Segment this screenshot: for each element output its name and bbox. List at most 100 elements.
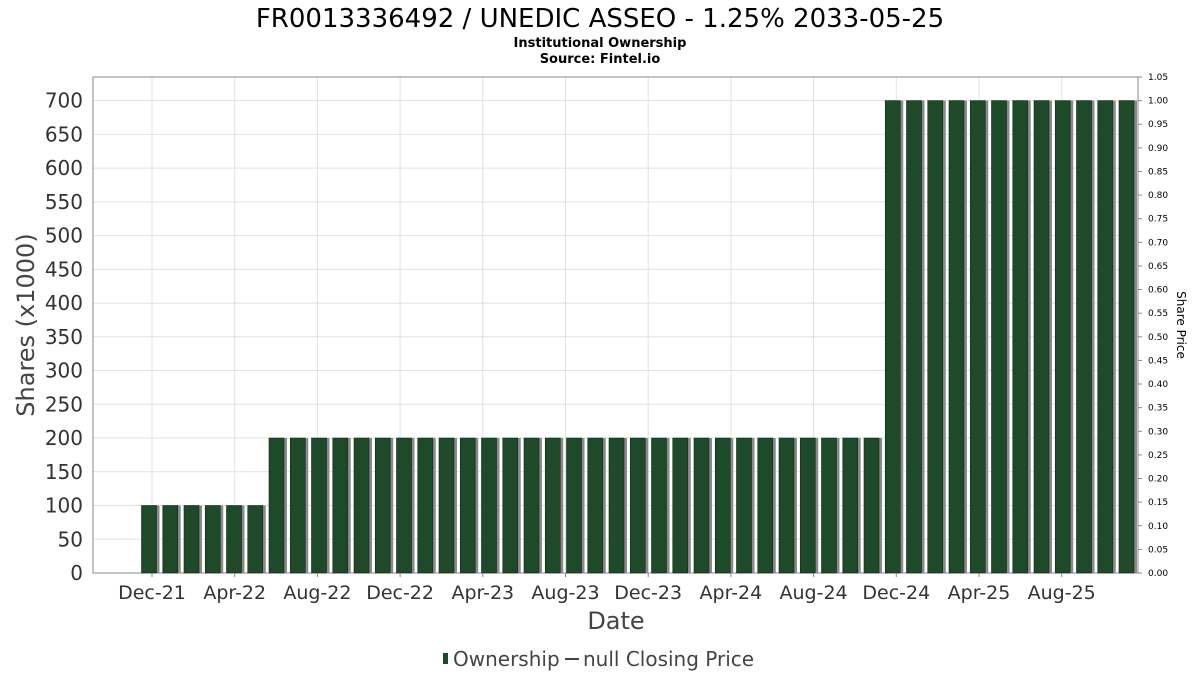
ownership-bar (417, 437, 434, 574)
ownership-bar (544, 437, 561, 574)
right-tick-label: 0.15 (1148, 498, 1168, 508)
right-axis-ticks: 0.00 0.05 0.10 0.15 0.20 0.25 0.30 0.35 0.40 0.45… (1138, 73, 1168, 579)
y-tick-label: 250 (45, 392, 83, 416)
ownership-bar (523, 437, 540, 574)
right-tick-label: 0.50 (1148, 333, 1168, 343)
ownership-bar (884, 100, 901, 574)
right-tick-label: 0.00 (1148, 569, 1168, 579)
ownership-bar (969, 100, 986, 574)
right-tick-label: 0.40 (1148, 380, 1168, 390)
x-tick-label: Dec-24 (862, 582, 930, 604)
legend: Ownership null Closing Price (443, 647, 754, 671)
chart-source: Source: Fintel.io (540, 52, 661, 67)
ownership-bar (183, 505, 200, 574)
legend-ownership-label: Ownership (453, 647, 560, 671)
ownership-bar (587, 437, 604, 574)
right-tick-label: 0.65 (1148, 262, 1168, 272)
y-tick-label: 150 (45, 460, 83, 484)
x-tick-label: Apr-23 (451, 582, 514, 604)
x-tick-label: Apr-25 (948, 582, 1011, 604)
ownership-bar (438, 437, 455, 574)
y-tick-label: 300 (45, 359, 83, 383)
x-tick-label: Dec-22 (366, 582, 434, 604)
y-tick-label: 200 (45, 426, 83, 450)
ownership-bar (1076, 100, 1092, 574)
ownership-bar (1012, 100, 1029, 574)
ownership-bar (672, 437, 689, 574)
ownership-bar (906, 100, 922, 574)
ownership-bar (1097, 100, 1114, 574)
ownership-bar (502, 437, 519, 574)
y-tick-label: 50 (58, 527, 83, 551)
ownership-bar (821, 437, 837, 574)
x-tick-label: Apr-24 (700, 582, 763, 604)
ownership-bar (991, 100, 1007, 574)
y-tick-label: 100 (45, 494, 83, 518)
right-tick-label: 0.10 (1148, 522, 1168, 532)
legend-price-label: null Closing Price (583, 647, 754, 671)
ownership-bar (948, 100, 965, 574)
right-tick-label: 0.05 (1148, 545, 1168, 555)
ownership-bar (459, 437, 476, 574)
x-axis-ticks: Dec-21 Apr-22 Aug-22 Dec-22 Apr-23 Aug-23 Dec-… (118, 573, 1096, 604)
right-tick-label: 0.30 (1148, 427, 1168, 437)
right-tick-label: 0.70 (1148, 238, 1168, 248)
ownership-bar (608, 437, 625, 574)
ownership-bar (629, 437, 646, 574)
ownership-bar (863, 437, 880, 574)
right-tick-label: 0.95 (1148, 120, 1168, 130)
ownership-bar (141, 505, 157, 574)
chart-subtitle: Institutional Ownership (514, 36, 687, 51)
ownership-bar (778, 437, 795, 574)
right-tick-label: 0.60 (1148, 286, 1168, 296)
right-tick-label: 0.90 (1148, 144, 1168, 154)
ownership-bar (651, 437, 667, 574)
x-tick-label: Aug-24 (780, 582, 848, 604)
y-axis-label: Shares (x1000) (12, 233, 40, 416)
y-tick-label: 400 (45, 291, 83, 315)
right-axis-label: Share Price (1174, 291, 1188, 359)
y-tick-label: 500 (45, 224, 83, 248)
y-tick-label: 0 (70, 561, 83, 585)
right-tick-label: 0.55 (1148, 309, 1168, 319)
y-tick-label: 350 (45, 325, 83, 349)
ownership-bar (927, 100, 944, 574)
x-axis-label: Date (587, 607, 644, 635)
right-tick-label: 0.85 (1148, 167, 1168, 177)
x-tick-label: Dec-23 (614, 582, 682, 604)
ownership-bar (311, 437, 327, 574)
ownership-bar (396, 437, 412, 574)
ownership-bar (247, 505, 264, 574)
ownership-bar (566, 437, 582, 574)
chart-title: FR0013336492 / UNEDIC ASSEO - 1.25% 2033… (256, 4, 944, 34)
y-tick-label: 650 (45, 122, 83, 146)
right-tick-label: 0.20 (1148, 475, 1168, 485)
y-tick-label: 450 (45, 257, 83, 281)
ownership-bar (353, 437, 370, 574)
ownership-bar (162, 505, 179, 574)
x-tick-label: Dec-21 (118, 582, 186, 604)
ownership-bar (226, 505, 242, 574)
right-tick-label: 0.45 (1148, 356, 1168, 366)
y-tick-label: 700 (45, 89, 83, 113)
ownership-bar (799, 437, 816, 574)
y-tick-label: 550 (45, 190, 83, 214)
right-tick-label: 0.25 (1148, 451, 1168, 461)
y-tick-label: 600 (45, 156, 83, 180)
ownership-bar (374, 437, 391, 574)
ownership-bar (842, 437, 859, 574)
x-tick-label: Aug-23 (531, 582, 599, 604)
ownership-bar (714, 437, 731, 574)
ownership-bar (736, 437, 752, 574)
ownership-bar (204, 505, 221, 574)
right-tick-label: 1.05 (1148, 73, 1168, 83)
ownership-bar (693, 437, 710, 574)
y-axis-ticks: 0 50 100 150 200 250 300 350 400 450 500 550 600 650 7… (45, 89, 83, 585)
bars-group (141, 100, 1137, 574)
x-tick-label: Aug-25 (1028, 582, 1096, 604)
ownership-bar (1118, 100, 1135, 574)
ownership-bar (1054, 100, 1071, 574)
ownership-bar (481, 437, 497, 574)
ownership-bar (757, 437, 774, 574)
